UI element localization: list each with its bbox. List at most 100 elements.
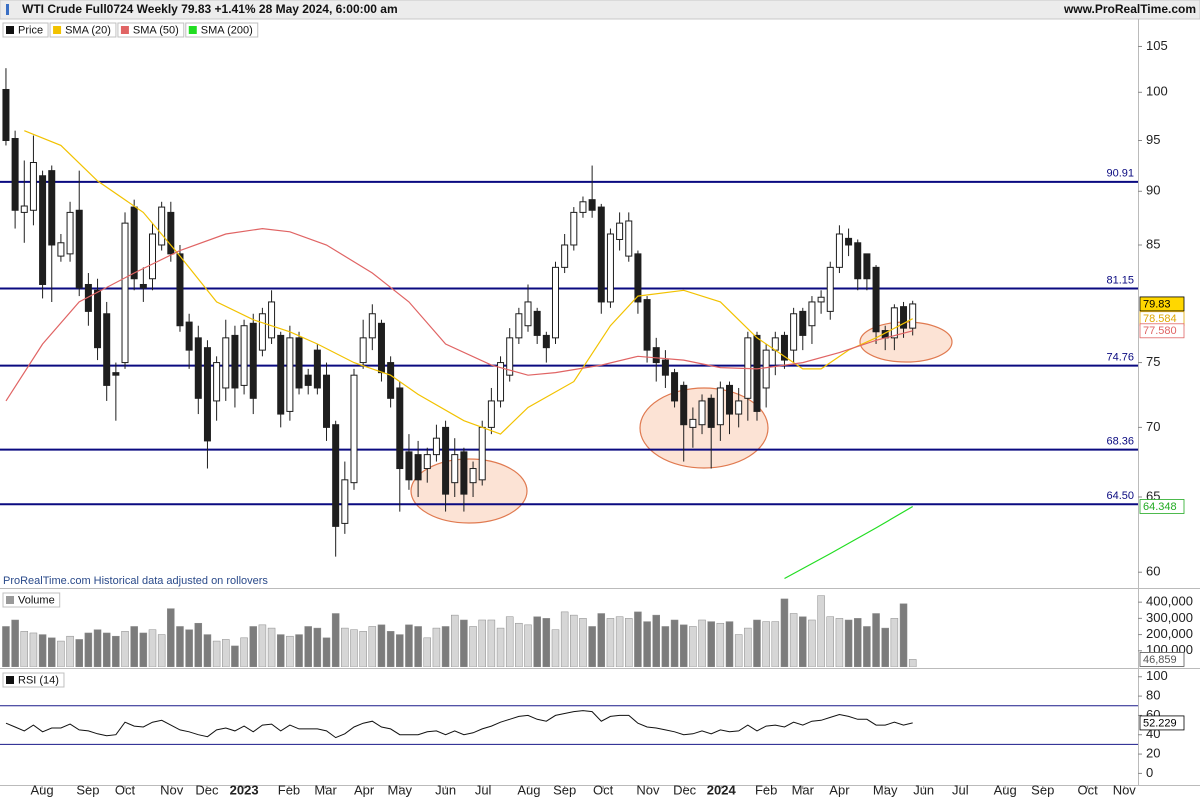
volume-bar	[908, 659, 917, 667]
volume-bar	[359, 631, 367, 667]
candle-body	[753, 334, 761, 412]
volume-bar	[423, 637, 432, 667]
volume-bar	[176, 626, 184, 667]
candle-body	[900, 306, 908, 329]
candle-body	[808, 301, 816, 327]
volume-bar	[93, 629, 102, 667]
y-tick-label: 100	[1146, 84, 1168, 99]
volume-bar	[560, 611, 569, 667]
candle-body	[606, 233, 614, 303]
volume-bar	[2, 626, 10, 667]
candle-body	[2, 88, 10, 141]
volume-bar	[524, 624, 532, 667]
candle-body	[726, 384, 734, 415]
volume-bar	[505, 616, 514, 667]
x-tick-label: Jul	[475, 782, 492, 797]
volume-bar	[102, 632, 111, 667]
candle-body	[185, 321, 193, 351]
volume-bar	[570, 614, 578, 667]
volume-bar	[487, 619, 496, 667]
volume-bar	[295, 634, 303, 667]
volume-bar	[643, 621, 651, 667]
volume-bar	[432, 627, 441, 667]
candle-body	[588, 199, 596, 211]
candle-body	[240, 325, 248, 386]
candle-body	[359, 337, 367, 364]
candle-body	[826, 266, 834, 312]
volume-bar	[899, 603, 908, 667]
volume-bar	[112, 635, 120, 667]
legend-swatch	[53, 26, 62, 34]
x-tick-label: 2023	[230, 782, 259, 797]
x-tick-label: Nov	[160, 782, 184, 797]
candle-body	[469, 468, 477, 484]
candle-body	[231, 334, 239, 389]
candle-body	[799, 310, 807, 336]
level-label: 68.36	[1106, 436, 1134, 448]
candle-body	[112, 372, 120, 376]
legend-swatch	[6, 596, 14, 604]
volume-bar	[670, 619, 679, 667]
volume-bar	[515, 622, 523, 667]
volume-bar	[66, 635, 74, 667]
candle-body	[176, 253, 184, 327]
y-tick-label: 80	[1146, 688, 1160, 703]
y-tick-label: 0	[1146, 765, 1153, 780]
y-tick-label: 100	[1146, 668, 1168, 683]
candle-body	[387, 362, 395, 399]
header-icon	[6, 4, 9, 15]
volume-bar	[698, 619, 706, 667]
candle-body	[661, 359, 669, 376]
candle-body	[341, 479, 349, 524]
volume-bar	[753, 619, 761, 667]
volume-bar	[231, 645, 239, 667]
volume-bar	[240, 637, 248, 667]
volume-bar	[615, 616, 624, 667]
current-value-label: 77.580	[1143, 325, 1177, 337]
candle-body	[258, 313, 266, 351]
volume-bar	[799, 616, 807, 667]
legend-box	[49, 22, 117, 38]
candle-body	[909, 303, 917, 329]
legend-swatch	[120, 26, 129, 34]
x-tick-label: Jul	[952, 782, 969, 797]
volume-bar	[47, 637, 56, 667]
candle-body	[222, 337, 230, 389]
volume-bar	[533, 616, 541, 667]
volume-bar	[863, 626, 871, 667]
level-label: 64.50	[1106, 490, 1134, 502]
y-tick-label: 95	[1146, 132, 1160, 147]
legend-box	[2, 22, 49, 38]
candle-body	[377, 322, 385, 374]
volume-bar	[350, 629, 358, 667]
volume-bar	[789, 613, 798, 667]
current-value-label: 78.584	[1143, 313, 1177, 325]
volume-bar	[597, 613, 606, 667]
legend-label: SMA (20)	[65, 24, 111, 36]
volume-bar	[304, 626, 312, 667]
highlight-ellipse	[410, 458, 528, 524]
candle-body	[84, 283, 92, 312]
volume-bar	[551, 629, 560, 667]
highlight-ellipse	[639, 387, 769, 469]
volume-bar	[331, 613, 340, 667]
candle-body	[597, 206, 605, 303]
candle-body	[487, 400, 495, 428]
candle-body	[680, 384, 688, 426]
candle-body	[295, 337, 303, 389]
candle-body	[863, 253, 871, 280]
volume-bar	[276, 634, 285, 667]
x-tick-label: Feb	[278, 782, 300, 797]
candle-body	[304, 374, 312, 386]
volume-bar	[57, 640, 65, 667]
volume-bar	[542, 618, 551, 667]
legend-label: Volume	[18, 594, 55, 606]
rsi-line	[5, 710, 913, 739]
candle-body	[103, 313, 111, 386]
candle-body	[835, 233, 843, 268]
volume-bar	[652, 614, 660, 667]
current-value-box	[1139, 499, 1185, 514]
legend-label: SMA (200)	[201, 24, 253, 36]
level-label: 90.91	[1106, 168, 1134, 180]
